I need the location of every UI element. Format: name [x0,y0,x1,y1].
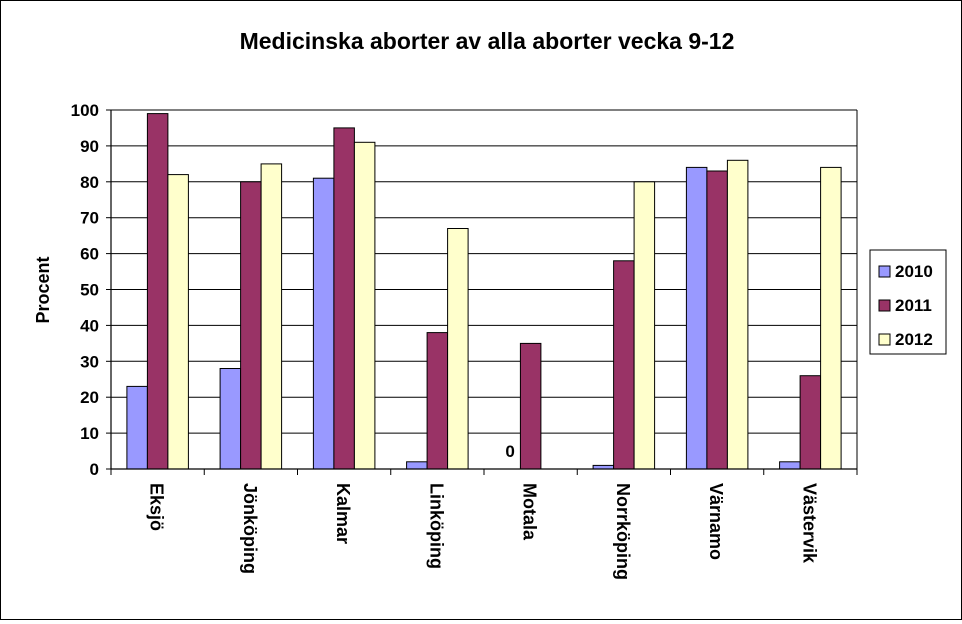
y-tick-label: 30 [80,352,99,371]
y-tick-label: 0 [90,460,99,479]
x-tick-label: Motala [520,483,540,541]
bar-2011-linköping [426,332,449,470]
legend-swatch-2012 [878,333,891,346]
legend-swatch-2011 [878,299,891,312]
bar-2010-eksjö [126,385,148,470]
y-tick-label: 20 [80,388,99,407]
bar-2011-värnamo [706,170,728,470]
y-tick-label: 70 [80,209,99,228]
bar-2011-jönköping [240,181,262,470]
legend-label: 2010 [895,262,933,281]
y-tick-label: 100 [71,101,99,120]
bar-2012-eksjö [167,174,189,470]
bar-2012-jönköping [260,163,283,470]
bar-2012-kalmar [353,141,376,470]
bar-2012-linköping [447,228,469,470]
bar-2010-värnamo [685,166,708,470]
legend-label: 2011 [895,296,932,315]
bar-2011-motala [519,342,542,470]
bar-2012-värnamo [726,159,749,470]
chart-title: Medicinska aborter av alla aborter vecka… [240,28,735,54]
x-tick-label: Jönköping [240,483,260,574]
y-tick-label: 40 [80,316,99,335]
x-tick-label: Kalmar [333,483,353,544]
bar-2011-kalmar [333,127,355,470]
bar-2010-linköping [406,461,428,470]
x-tick-label: Västervik [799,483,819,564]
bar-2011-norrköping [613,260,635,470]
legend: 2010 2011 2012 [869,249,947,355]
legend-swatch-2010 [878,265,891,278]
bar-2010-kalmar [312,177,335,470]
y-tick-label: 10 [80,424,99,443]
plot-area: 0 10 20 30 40 50 60 70 80 90 100 0 Eksjö Jönköping Kal… [71,101,858,580]
bar-2010-västervik [779,461,801,470]
bar-2011-eksjö [146,113,169,470]
data-label: 0 [505,442,514,461]
x-tick-label: Värnamo [706,483,726,560]
x-tick-label: Linköping [426,483,446,569]
x-tick-label: Norrköping [613,483,633,580]
bar-2011-västervik [799,375,822,470]
y-tick-label: 50 [80,281,99,300]
legend-label: 2012 [895,330,933,349]
y-axis-label: Procent [33,256,53,323]
bar-2010-jönköping [219,368,242,470]
y-tick-label: 80 [80,173,99,192]
bar-2012-norrköping [633,181,656,470]
bar-2012-västervik [820,166,842,470]
y-tick-label: 90 [80,137,99,156]
x-tick-label: Eksjö [147,483,167,531]
y-tick-label: 60 [80,245,99,264]
